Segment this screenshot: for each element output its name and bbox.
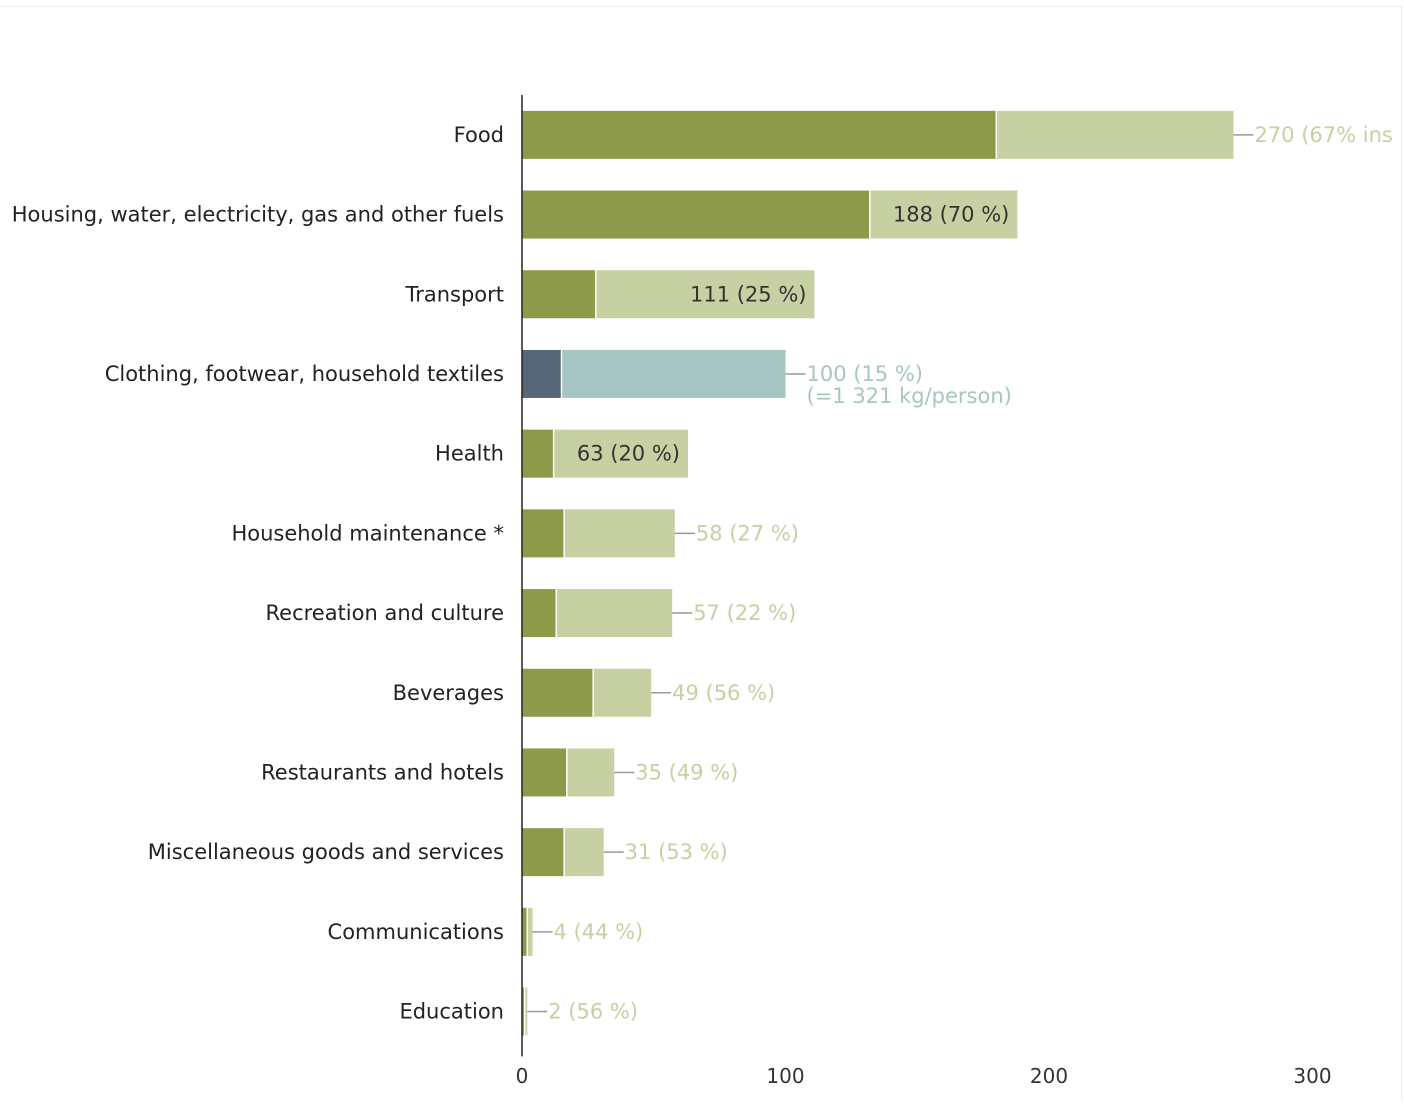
- value-label-food: 270 (67% ins: [1254, 123, 1392, 147]
- category-label-food: Food: [454, 123, 504, 147]
- x-tick-label-100: 100: [766, 1064, 804, 1088]
- bar-rest-miscellaneous-goods-and-services: [564, 828, 604, 877]
- bar-rest-clothing-footwear-household-textiles: [561, 349, 786, 398]
- bar-rest-education: [524, 987, 528, 1036]
- category-label-health: Health: [435, 442, 504, 466]
- value-label-restaurants-and-hotels: 35 (49 %): [635, 760, 738, 784]
- value-label-housing-water-electricity-gas-and-other-fuels: 188 (70 %): [893, 203, 1010, 227]
- bar-part-household-maintenance: [522, 509, 565, 558]
- bars-group: [522, 110, 1234, 1036]
- value-label-education: 2 (56 %): [548, 1000, 638, 1024]
- category-label-housing-water-electricity-gas-and-other-fuels: Housing, water, electricity, gas and oth…: [12, 203, 504, 227]
- value-label-clothing-footwear-household-textiles: 100 (15 %): [807, 362, 924, 386]
- x-axis-ticks: 0 100 200 300: [516, 1064, 1332, 1088]
- x-tick-label-0: 0: [516, 1064, 529, 1088]
- bar-part-housing-water-electricity-gas-and-other-fuels: [522, 190, 870, 239]
- bar-part-clothing-footwear-household-textiles: [522, 349, 562, 398]
- bar-rest-restaurants-and-hotels: [566, 748, 615, 797]
- category-label-household-maintenance: Household maintenance *: [231, 521, 504, 545]
- x-tick-label-300: 300: [1293, 1064, 1331, 1088]
- x-tick-label-200: 200: [1030, 1064, 1068, 1088]
- bar-rest-health: [553, 429, 689, 478]
- labels-group: Food 270 (67% ins Housing, water, electric…: [12, 123, 1393, 1024]
- chart-frame: [0, 6, 1402, 1102]
- bar-rest-household-maintenance: [564, 509, 675, 558]
- category-label-transport: Transport: [404, 282, 504, 306]
- category-label-communications: Communications: [328, 920, 504, 944]
- bar-rest-transport: [595, 270, 815, 319]
- bar-part-restaurants-and-hotels: [522, 748, 567, 797]
- bar-part-education: [522, 987, 525, 1036]
- bar-rest-beverages: [593, 668, 652, 717]
- value-label-recreation-and-culture: 57 (22 %): [693, 601, 796, 625]
- value-label-transport: 111 (25 %): [690, 282, 807, 306]
- category-label-beverages: Beverages: [393, 681, 504, 705]
- bar-part-transport: [522, 270, 596, 319]
- bar-rest-recreation-and-culture: [556, 589, 673, 638]
- bar-part-beverages: [522, 668, 594, 717]
- bar-part-food: [522, 110, 997, 159]
- value-label-beverages: 49 (56 %): [672, 681, 775, 705]
- value-label-miscellaneous-goods-and-services: 31 (53 %): [625, 840, 728, 864]
- value-label-line2-clothing-footwear-household-textiles: (=1 321 kg/person): [807, 384, 1012, 408]
- value-label-health: 63 (20 %): [577, 442, 680, 466]
- bar-rest-communications: [527, 907, 533, 956]
- bar-part-communications: [522, 907, 528, 956]
- value-label-household-maintenance: 58 (27 %): [696, 521, 799, 545]
- bar-part-recreation-and-culture: [522, 589, 557, 638]
- bar-part-miscellaneous-goods-and-services: [522, 828, 565, 877]
- category-label-restaurants-and-hotels: Restaurants and hotels: [261, 760, 504, 784]
- bar-rest-housing-water-electricity-gas-and-other-fuels: [869, 190, 1018, 239]
- bar-part-health: [522, 429, 554, 478]
- bar-rest-food: [996, 110, 1234, 159]
- category-label-education: Education: [399, 1000, 504, 1024]
- value-label-communications: 4 (44 %): [554, 920, 644, 944]
- category-label-miscellaneous-goods-and-services: Miscellaneous goods and services: [148, 840, 504, 864]
- category-label-recreation-and-culture: Recreation and culture: [266, 601, 505, 625]
- category-label-clothing-footwear-household-textiles: Clothing, footwear, household textiles: [105, 362, 504, 386]
